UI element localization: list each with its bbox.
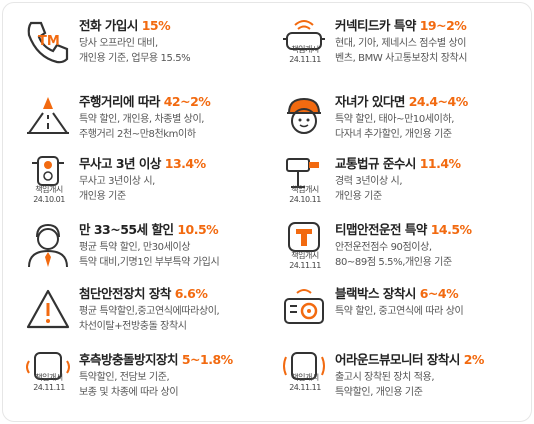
item-title: 무사고 3년 이상 bbox=[79, 156, 165, 171]
item-desc-1: 안전운전점수 90점이상, bbox=[335, 242, 432, 253]
stamp-label: 책임개시 bbox=[291, 185, 319, 194]
item-rate: 5~1.8% bbox=[181, 352, 233, 367]
item-title: 블랙박스 장착시 bbox=[335, 286, 420, 301]
blackbox-icon bbox=[279, 285, 331, 341]
item-rate: 24.4~4% bbox=[408, 94, 469, 109]
stamp-date: 24.11.11 bbox=[289, 261, 321, 270]
child-icon bbox=[279, 93, 331, 149]
item-desc-1: 현대, 기아, 제네시스 점수별 상이 bbox=[335, 38, 467, 49]
item-desc-2: 벤츠, BMW 사고통보장치 장착시 bbox=[335, 53, 468, 64]
item-desc-1: 평균 특약할인,중고연식에따라상이, bbox=[79, 306, 220, 317]
item-desc-2: 80~89점 5.5%,개인용 기준 bbox=[335, 257, 452, 268]
stamp-label: 책임개시 bbox=[35, 185, 63, 194]
item-desc-1: 경력 3년이상 시, bbox=[335, 176, 403, 187]
stamp-label: 책임개시 bbox=[291, 251, 319, 260]
item-title: 전화 가입시 bbox=[79, 18, 142, 33]
svg-text:TM: TM bbox=[38, 34, 60, 49]
item-rate: 11.4% bbox=[419, 156, 461, 171]
discount-item-mileage: 주행거리에 따라 42~2% 특약 할인, 개인용, 차종별 상이, 주행거리 … bbox=[23, 93, 273, 157]
item-desc-1: 특약 할인, 태아~만10세이하, bbox=[335, 114, 455, 125]
item-desc-1: 출고시 장착된 장치 적용, bbox=[335, 372, 435, 383]
item-desc-2: 개인용 기준, 업무용 15.5% bbox=[79, 53, 191, 64]
stamp-label: 책임개시 bbox=[35, 373, 63, 382]
discount-item-safety-device: 첨단안전장치 장착 6.6% 평균 특약할인,중고연식에따라상이, 차선이탈+전… bbox=[23, 285, 273, 349]
item-title: 자녀가 있다면 bbox=[335, 94, 409, 109]
item-desc-2: 개인용 기준 bbox=[335, 191, 382, 202]
item-rate: 6~4% bbox=[419, 286, 459, 301]
discount-item-tmap: 책임개시 24.11.11 티맵안전운전 특약 14.5% 안전운전점수 90점… bbox=[279, 221, 529, 285]
item-rate: 13.4% bbox=[164, 156, 206, 171]
item-rate: 6.6% bbox=[174, 286, 208, 301]
discount-item-phone: TM 전화 가입시 15% 당사 오프라인 대비, 개인용 기준, 업무용 15… bbox=[23, 17, 273, 81]
stamp-date: 24.11.11 bbox=[289, 383, 321, 392]
item-desc-1: 특약할인, 전담보 기준, bbox=[79, 372, 170, 383]
tmap-icon: 책임개시 24.11.11 bbox=[279, 221, 331, 277]
discount-item-traffic-law: 책임개시 24.10.11 교통법규 준수시 11.4% 경력 3년이상 시, … bbox=[279, 155, 529, 219]
item-desc-2: 보종 및 차종에 따라 상이 bbox=[79, 387, 179, 398]
item-rate: 10.5% bbox=[177, 222, 219, 237]
stamp-date: 24.11.11 bbox=[33, 383, 65, 392]
item-desc-1: 특약 할인, 개인용, 차종별 상이, bbox=[79, 114, 205, 125]
item-desc-2: 다자녀 추가할인, 개인용 기준 bbox=[335, 129, 452, 140]
item-title: 어라운드뷰모니터 장착시 bbox=[335, 352, 464, 367]
item-title: 커넥티드카 특약 bbox=[335, 18, 420, 33]
road-icon bbox=[23, 93, 75, 149]
item-desc-2: 특약할인, 개인용 기준 bbox=[335, 387, 423, 398]
item-desc-2: 차선이탈+전방충돌 장착시 bbox=[79, 321, 187, 332]
phone-tm-icon: TM bbox=[23, 17, 75, 73]
item-title: 주행거리에 따라 bbox=[79, 94, 164, 109]
item-title: 첨단안전장치 장착 bbox=[79, 286, 175, 301]
item-rate: 15% bbox=[141, 18, 171, 33]
connected-car-icon: 책임개시 24.11.11 bbox=[279, 17, 331, 73]
item-desc-2: 특약 대비,기명1인 부부특약 가입시 bbox=[79, 257, 220, 268]
discount-item-rear-collision: 책임개시 24.11.11 후측방충돌방지장치 5~1.8% 특약할인, 전담보… bbox=[23, 351, 273, 415]
item-desc-1: 무사고 3년이상 시, bbox=[79, 176, 155, 187]
item-desc-1: 당사 오프라인 대비, bbox=[79, 38, 158, 49]
item-desc-2: 개인용 기준 bbox=[79, 191, 126, 202]
item-desc-1: 평균 특약 할인, 만30세이상 bbox=[79, 242, 191, 253]
discount-item-blackbox: 블랙박스 장착시 6~4% 특약 할인, 중고연식에 따라 상이 bbox=[279, 285, 529, 349]
warning-icon bbox=[23, 285, 75, 341]
stamp-label: 책임개시 bbox=[291, 373, 319, 382]
discount-item-no-accident: 책임개시 24.10.01 무사고 3년 이상 13.4% 무사고 3년이상 시… bbox=[23, 155, 273, 219]
around-view-icon: 책임개시 24.11.11 bbox=[279, 351, 331, 407]
item-desc-2: 주행거리 2천~만8천km이하 bbox=[79, 129, 196, 140]
stamp-label: 책임개시 bbox=[291, 45, 319, 54]
traffic-light-icon: 책임개시 24.10.01 bbox=[23, 155, 75, 211]
speed-camera-icon: 책임개시 24.10.11 bbox=[279, 155, 331, 211]
discount-item-child: 자녀가 있다면 24.4~4% 특약 할인, 태아~만10세이하, 다자녀 추가… bbox=[279, 93, 529, 157]
item-title: 후측방충돌방지장치 bbox=[79, 352, 182, 367]
discount-item-age: 만 33~55세 할인 10.5% 평균 특약 할인, 만30세이상 특약 대비… bbox=[23, 221, 273, 285]
discount-item-connected-car: 책임개시 24.11.11 커넥티드카 특약 19~2% 현대, 기아, 제네시… bbox=[279, 17, 529, 81]
item-desc-1: 특약 할인, 중고연식에 따라 상이 bbox=[335, 306, 464, 317]
item-title: 만 33~55세 할인 bbox=[79, 222, 178, 237]
person-icon bbox=[23, 221, 75, 277]
stamp-date: 24.11.11 bbox=[289, 55, 321, 64]
item-rate: 2% bbox=[463, 352, 485, 367]
item-rate: 19~2% bbox=[419, 18, 467, 33]
stamp-date: 24.10.01 bbox=[33, 195, 65, 204]
stamp-date: 24.10.11 bbox=[289, 195, 321, 204]
car-sensor-icon: 책임개시 24.11.11 bbox=[23, 351, 75, 407]
item-title: 교통법규 준수시 bbox=[335, 156, 420, 171]
item-title: 티맵안전운전 특약 bbox=[335, 222, 431, 237]
item-rate: 14.5% bbox=[430, 222, 472, 237]
discount-item-around-view: 책임개시 24.11.11 어라운드뷰모니터 장착시 2% 출고시 장착된 장치… bbox=[279, 351, 529, 415]
item-rate: 42~2% bbox=[163, 94, 211, 109]
